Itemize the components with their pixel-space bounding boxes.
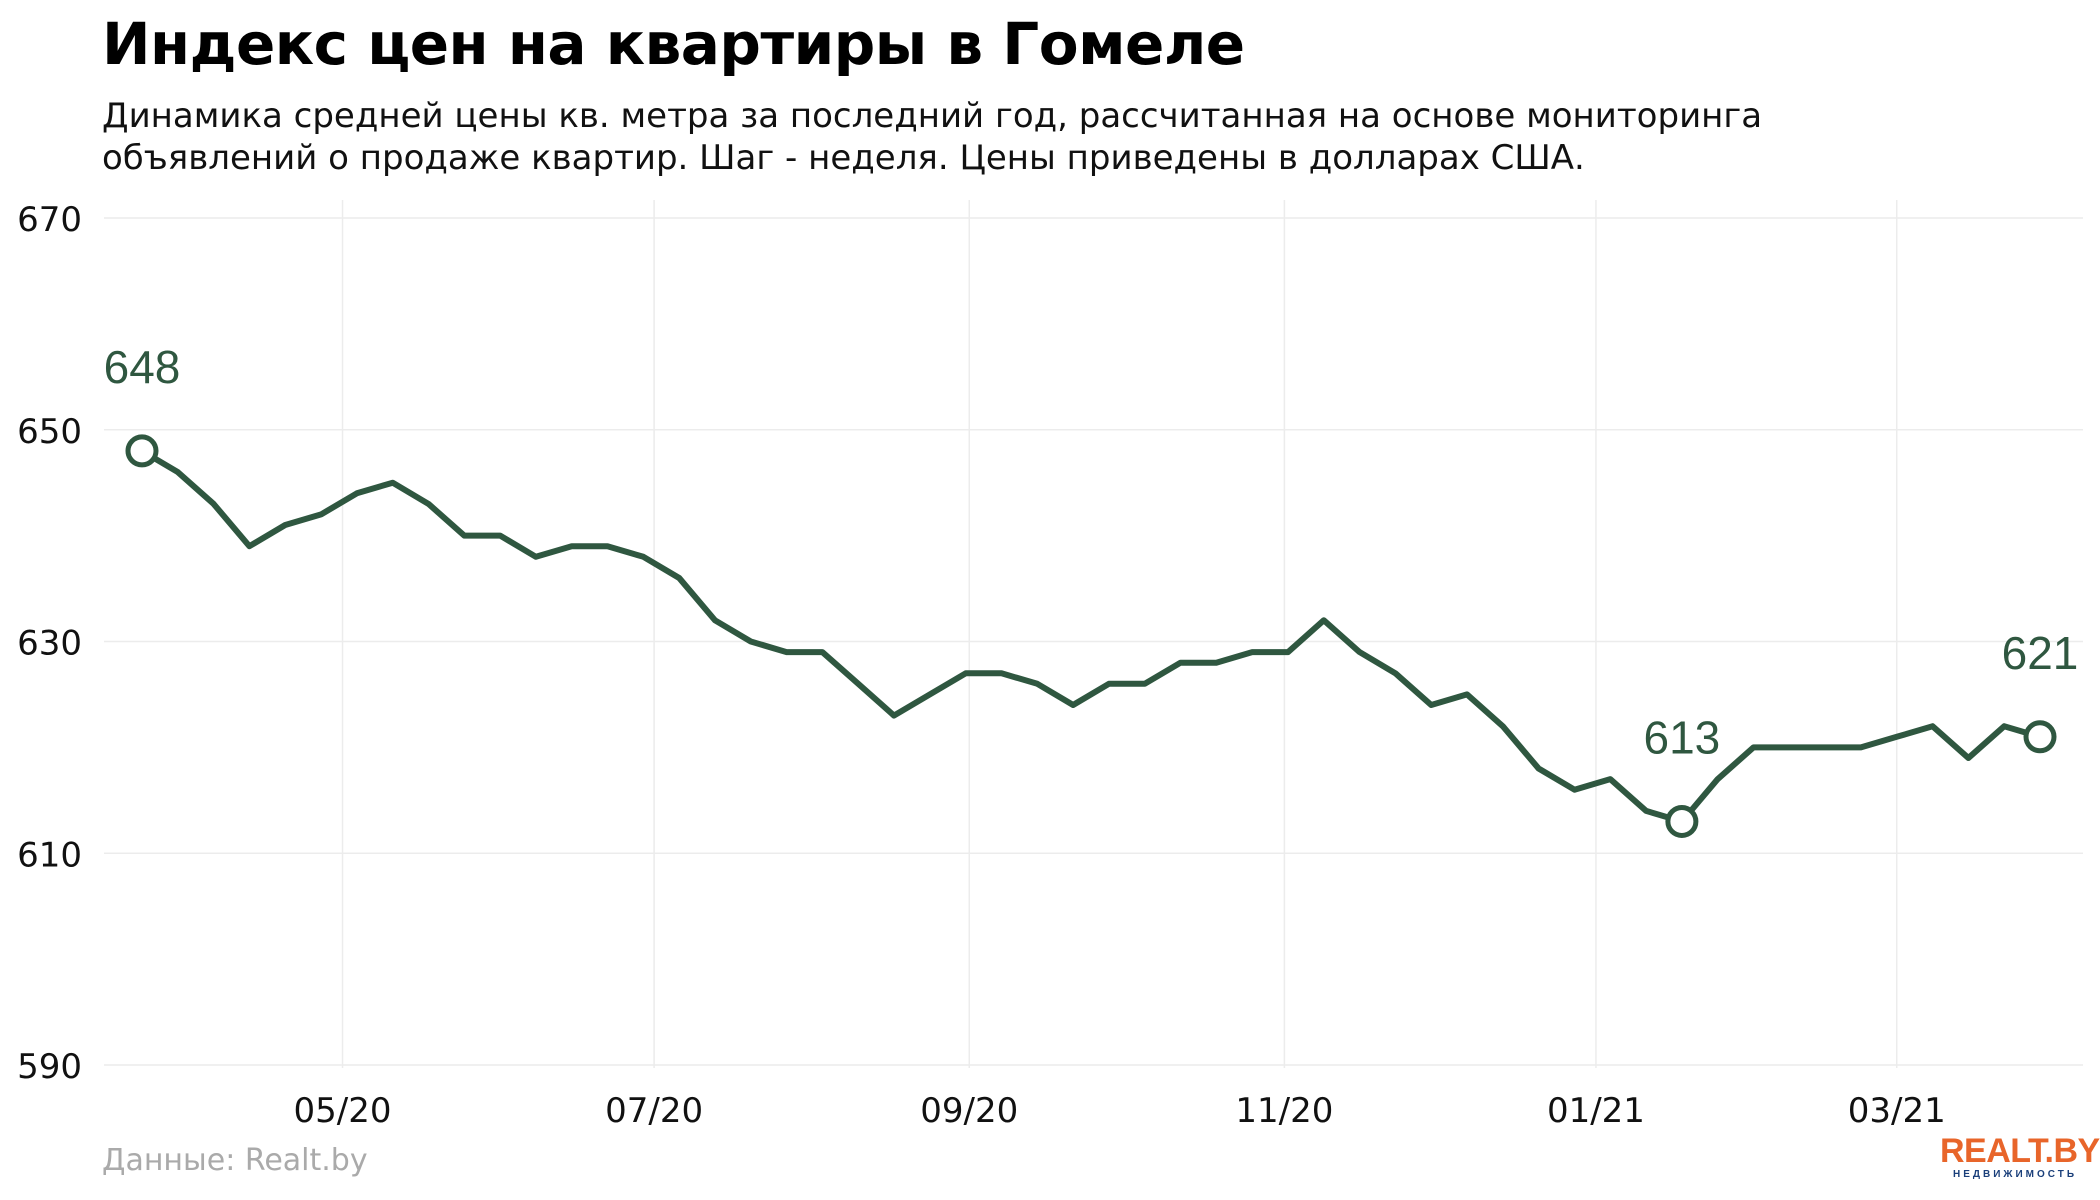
grid (104, 200, 2083, 1068)
data-source: Данные: Realt.by (102, 1143, 368, 1178)
chart-subtitle: Динамика средней цены кв. метра за после… (102, 95, 2002, 179)
subtitle-line-2: объявлений о продаже квартир. Шаг - неде… (102, 138, 1585, 178)
highlight-point (1665, 804, 1699, 838)
series (139, 447, 2043, 825)
axes: 590 610 630 650 670 05/20 07/20 09/20 11/20 01/21… (17, 200, 1946, 1131)
y-tick-label: 590 (17, 1047, 82, 1087)
y-tick-label: 630 (17, 624, 82, 664)
point-label: 648 (104, 341, 181, 393)
y-tick-label: 610 (17, 835, 82, 875)
logo-main-text: REALT.BY (1940, 1132, 2100, 1170)
x-tick-label: 03/21 (1848, 1091, 1946, 1131)
y-tick-label: 670 (17, 200, 82, 240)
x-tick-label: 07/20 (605, 1091, 703, 1131)
x-tick-label: 01/21 (1547, 1091, 1645, 1131)
x-tick-label: 11/20 (1235, 1091, 1333, 1131)
highlight-point (125, 434, 159, 468)
point-label: 621 (2002, 627, 2079, 679)
price-line (139, 447, 2043, 825)
annotations: 648 613 621 (104, 341, 2079, 838)
point-label: 613 (1644, 711, 1721, 763)
chart-title: Индекс цен на квартиры в Гомеле (102, 10, 1245, 78)
logo-sub-text: НЕДВИЖИМОСТЬ (1952, 1169, 2078, 1180)
y-tick-label: 650 (17, 412, 82, 452)
subtitle-line-1: Динамика средней цены кв. метра за после… (102, 96, 1763, 136)
x-tick-label: 09/20 (920, 1091, 1018, 1131)
highlight-point (2023, 720, 2057, 754)
x-tick-label: 05/20 (294, 1091, 392, 1131)
realt-logo: REALT.BY НЕДВИЖИМОСТЬ (1940, 1132, 2100, 1181)
